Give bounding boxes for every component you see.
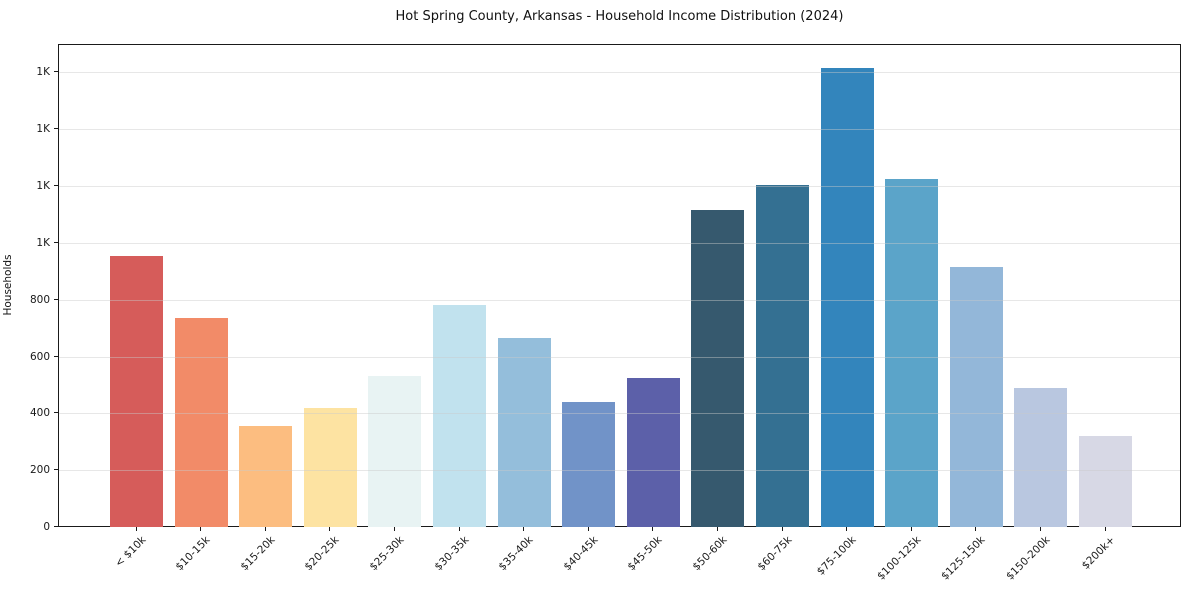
x-tick-label: $50-60k — [690, 534, 764, 573]
chart-title: Hot Spring County, Arkansas - Household … — [395, 9, 844, 24]
y-tick-mark — [54, 71, 58, 72]
y-tick-label: 1K — [36, 66, 50, 78]
bar-$150-200k — [1014, 388, 1067, 527]
x-tick-mark — [523, 527, 524, 531]
x-tick-label: $45-50k — [625, 534, 699, 573]
bar-$40-45k — [562, 402, 615, 527]
x-tick-label: $25-30k — [367, 534, 441, 573]
bar-< $10k — [110, 256, 163, 527]
x-tick-label-text: < $10k — [112, 534, 149, 570]
y-tick-mark — [54, 412, 58, 413]
x-tick-mark — [394, 527, 395, 531]
x-tick-mark — [911, 527, 912, 531]
x-tick-label: < $10k — [113, 534, 178, 570]
x-tick-mark — [652, 527, 653, 531]
y-tick-mark — [54, 526, 58, 527]
y-tick-label: 600 — [29, 351, 50, 363]
y-tick-mark — [54, 128, 58, 129]
bar-$100-125k — [885, 179, 938, 527]
y-axis-label: Households — [2, 254, 14, 316]
y-tick-mark — [54, 356, 58, 357]
y-tick-label: 1K — [36, 237, 50, 249]
y-tick-label: 1K — [36, 123, 50, 135]
x-tick-label: $75-100k — [815, 534, 900, 578]
bar-$15-20k — [239, 426, 292, 527]
y-tick-label: 1K — [36, 180, 50, 192]
x-tick-label: $100-125k — [875, 534, 972, 583]
x-tick-label: $15-20k — [238, 534, 312, 573]
gridline-800 — [59, 300, 1180, 301]
x-tick-label: $10-15k — [173, 534, 247, 573]
x-tick-label: $40-45k — [561, 534, 635, 573]
plot-area — [58, 44, 1181, 527]
bar-$200k+ — [1079, 436, 1132, 527]
y-tick-mark — [54, 242, 58, 243]
y-tick-mark — [54, 185, 58, 186]
y-tick-label: 200 — [29, 464, 50, 476]
x-tick-label: $20-25k — [302, 534, 376, 573]
y-tick-label: 0 — [43, 521, 50, 533]
bar-$75-100k — [821, 68, 874, 527]
x-tick-label: $125-150k — [939, 534, 1036, 583]
bar-$50-60k — [691, 210, 744, 527]
y-tick-mark — [54, 469, 58, 470]
x-tick-mark — [846, 527, 847, 531]
x-tick-mark — [782, 527, 783, 531]
bar-$20-25k — [304, 408, 357, 527]
x-tick-label-text: $10-15k — [173, 534, 213, 574]
x-tick-label: $150-200k — [1004, 534, 1101, 583]
x-tick-mark — [975, 527, 976, 531]
x-tick-mark — [329, 527, 330, 531]
x-tick-mark — [200, 527, 201, 531]
x-tick-label: $30-35k — [432, 534, 506, 573]
bar-$125-150k — [950, 267, 1003, 527]
x-tick-mark — [588, 527, 589, 531]
y-tick-label: 400 — [29, 407, 50, 419]
x-tick-mark — [136, 527, 137, 531]
x-tick-label: $200k+ — [1080, 534, 1151, 572]
bar-$35-40k — [498, 338, 551, 527]
x-tick-mark — [459, 527, 460, 531]
gridline-1400 — [59, 129, 1180, 130]
x-tick-mark — [717, 527, 718, 531]
y-tick-mark — [54, 299, 58, 300]
gridline-400 — [59, 413, 1180, 414]
bar-$25-30k — [368, 376, 421, 527]
gridline-200 — [59, 470, 1180, 471]
bar-$30-35k — [433, 305, 486, 527]
gridline-1000 — [59, 243, 1180, 244]
bar-$60-75k — [756, 185, 809, 527]
y-tick-label: 800 — [29, 294, 50, 306]
gridline-1200 — [59, 186, 1180, 187]
x-tick-mark — [1040, 527, 1041, 531]
bar-$10-15k — [175, 318, 228, 527]
x-tick-label: $60-75k — [755, 534, 829, 573]
gridline-600 — [59, 357, 1180, 358]
gridline-1600 — [59, 72, 1180, 73]
bar-$45-50k — [627, 378, 680, 527]
x-tick-mark — [1105, 527, 1106, 531]
x-tick-label: $35-40k — [496, 534, 570, 573]
x-tick-mark — [265, 527, 266, 531]
